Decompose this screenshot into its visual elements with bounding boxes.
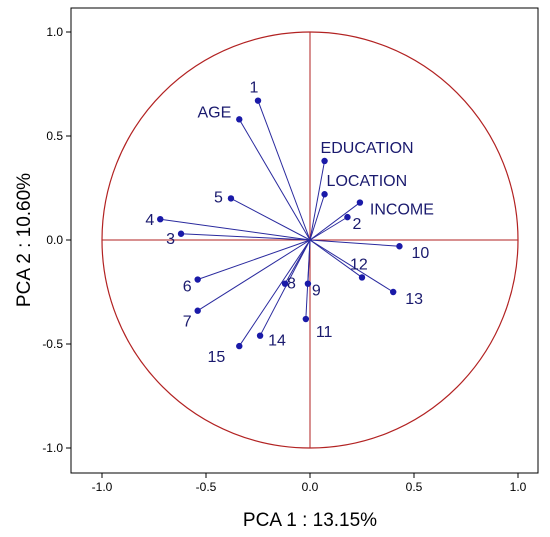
x-tick-label: 1.0 <box>510 480 527 494</box>
x-tick-label: -1.0 <box>92 480 113 494</box>
y-ticks: 1.0 0.5 0.0 -0.5 -1.0 <box>42 25 71 455</box>
vector-2 <box>309 216 348 241</box>
point-15 <box>236 342 243 350</box>
point-10 <box>396 243 403 250</box>
vector-5 <box>230 197 311 241</box>
y-tick-label: 1.0 <box>46 25 63 39</box>
point-11 <box>302 315 310 323</box>
vector-7 <box>197 239 311 312</box>
y-tick-label: -1.0 <box>42 441 63 455</box>
x-axis-title: PCA 1 : 13.15% <box>243 510 377 531</box>
x-tick-label: 0.5 <box>406 480 423 494</box>
point-labels: 1 AGE EDUCATION LOCATION INCOME 2 5 43 10 12 13 6 8 9… <box>145 80 434 366</box>
vector-13 <box>309 239 394 293</box>
vector-6 <box>197 239 311 280</box>
label-6: 6 <box>183 279 192 296</box>
x-ticks: -1.0 -0.5 0.0 0.5 1.0 <box>92 473 527 494</box>
y-axis-title: PCA 2 : 10.60% <box>14 173 35 307</box>
vector-14 <box>259 239 311 336</box>
label-5: 5 <box>214 189 223 206</box>
label-11: 11 <box>316 324 333 341</box>
point-7 <box>194 307 201 314</box>
vector-3 <box>181 233 311 241</box>
point-6 <box>194 276 201 283</box>
label-10: 10 <box>411 245 429 262</box>
point-2 <box>344 213 351 221</box>
y-tick-label: 0.0 <box>46 233 63 247</box>
label-7: 7 <box>183 314 192 331</box>
label-14: 14 <box>268 333 286 350</box>
point-education <box>321 157 328 165</box>
vector-location <box>309 194 326 241</box>
label-12: 12 <box>350 256 368 273</box>
label-1: 1 <box>250 80 259 97</box>
label-2: 2 <box>352 216 361 233</box>
point-age <box>236 116 243 123</box>
point-9 <box>304 280 312 287</box>
point-8 <box>281 280 289 287</box>
point-12 <box>358 274 366 281</box>
label-3: 3 <box>166 231 175 248</box>
vector-11 <box>305 239 311 320</box>
x-tick-label: -0.5 <box>196 480 217 494</box>
loading-points <box>157 97 403 350</box>
vector-1 <box>257 100 311 241</box>
vector-4 <box>160 218 311 241</box>
vector-income <box>309 202 361 241</box>
label-4: 4 <box>145 212 154 229</box>
label-8: 8 <box>287 276 296 293</box>
point-location <box>321 191 328 198</box>
point-3 <box>177 230 185 237</box>
label-income: INCOME <box>370 202 434 219</box>
point-1 <box>254 97 262 104</box>
point-5 <box>227 195 235 202</box>
vector-10 <box>309 239 400 247</box>
label-9: 9 <box>312 283 321 300</box>
point-income <box>356 199 364 206</box>
x-tick-label: 0.0 <box>302 480 319 494</box>
point-14 <box>256 332 264 339</box>
point-4 <box>157 216 164 223</box>
y-tick-label: 0.5 <box>46 129 63 143</box>
label-15: 15 <box>207 349 225 366</box>
label-location: LOCATION <box>327 173 408 190</box>
point-13 <box>390 288 397 296</box>
y-tick-label: -0.5 <box>42 337 63 351</box>
vector-12 <box>309 239 363 278</box>
vector-15 <box>238 239 311 347</box>
vector-education <box>309 160 326 241</box>
label-age: AGE <box>197 104 231 121</box>
label-13: 13 <box>405 291 423 308</box>
loading-vectors <box>160 100 400 347</box>
vector-age <box>238 119 311 241</box>
label-education: EDUCATION <box>321 140 414 157</box>
